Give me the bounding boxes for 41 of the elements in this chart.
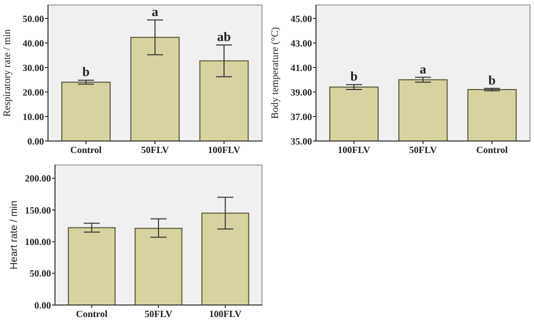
bar [201,212,250,306]
x-tick-label: 100FLV [209,310,242,320]
bar [199,60,249,142]
bar [61,82,111,142]
y-tick-label: 39.00 [290,88,312,98]
y-tick-label: 200.00 [24,174,52,185]
y-tick-label: 41.00 [290,64,312,74]
bar [134,228,182,306]
x-tick-label: Control [70,146,102,156]
y-tick-label: 43.00 [290,39,312,50]
x-tick-label: Control [476,146,508,156]
y-tick-label: 45.00 [290,14,312,25]
y-axis-title: Body temperature (°C) [270,27,281,119]
x-tick-label: 100FLV [208,146,240,156]
annotation: a [420,61,427,76]
y-tick-label: 30.00 [22,64,44,74]
y-tick-label: 0.00 [34,301,52,312]
y-tick-label: 50.00 [22,14,44,25]
annotation: a [152,4,159,19]
x-tick-label: 50FLV [141,146,169,156]
y-tick-label: 35.00 [290,137,312,148]
x-tick-label: 100FLV [338,146,370,156]
annotation: ab [217,28,231,44]
annotation: b [488,72,496,88]
annotation: b [82,64,90,80]
y-tick-label: 0.00 [27,137,44,148]
x-tick-label: 50FLV [144,310,172,320]
bar [68,227,116,306]
y-tick-label: 10.00 [22,112,44,123]
y-tick-label: 20.00 [22,88,44,98]
y-tick-label: 37.00 [290,112,312,123]
y-tick-label: 100.00 [24,238,52,248]
annotation: b [350,68,358,84]
y-tick-label: 50.00 [30,270,52,280]
y-tick-label: 150.00 [24,206,52,216]
x-tick-label: 50FLV [409,146,437,156]
y-axis-title: Respiratory rate / min [2,29,13,117]
y-tick-label: 40.00 [22,39,44,50]
x-tick-label: Control [76,310,108,320]
y-axis-title: Heart rate / min [9,200,20,270]
bar [130,36,180,142]
